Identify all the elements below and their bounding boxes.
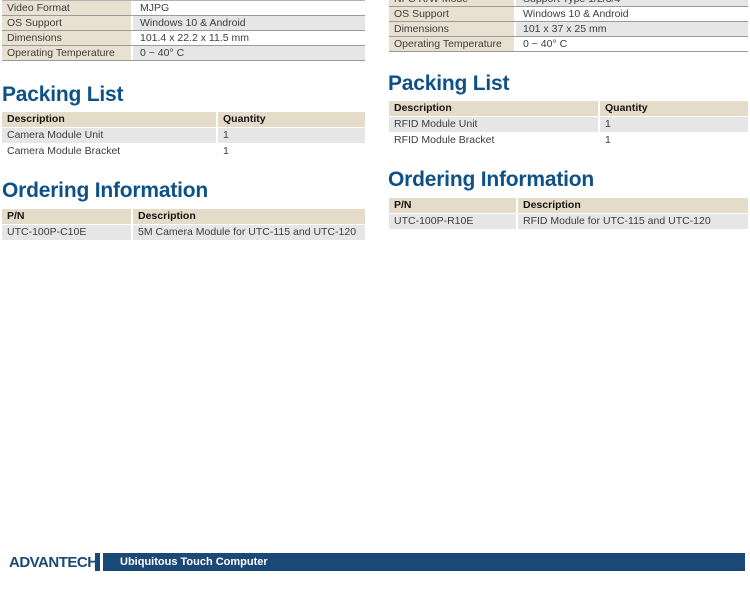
table-row: Camera Module Bracket 1 (2, 144, 365, 159)
cell-quantity: 1 (598, 117, 748, 132)
section-title-packing-list-right: Packing List (388, 72, 510, 95)
ordering-information-table-left: P/N Description UTC-100P-C10E 5M Camera … (2, 209, 365, 241)
table-row: RFID Module Bracket 1 (389, 133, 748, 148)
table-row: Camera Module Unit 1 (2, 128, 365, 143)
cell-description: Camera Module Bracket (7, 145, 121, 157)
column-header-description: Description (516, 198, 748, 213)
cell-description: RFID Module for UTC-115 and UTC-120 (516, 214, 748, 229)
spec-label: Dimensions (2, 31, 131, 45)
spec-row: Video Format MJPG (2, 1, 365, 16)
spec-label: OS Support (389, 7, 514, 21)
table-header-row: Description Quantity (389, 101, 748, 116)
spec-row: Operating Temperature 0 ~ 40° C (2, 46, 365, 61)
column-header-quantity: Quantity (216, 112, 365, 127)
table-header-row: Description Quantity (2, 112, 365, 127)
ordering-information-table-right: P/N Description UTC-100P-R10E RFID Modul… (389, 198, 748, 230)
spec-table-camera-module: Video Format MJPG OS Support Windows 10 … (2, 0, 365, 61)
spec-label: Operating Temperature (389, 37, 514, 51)
column-header-description: Description (394, 102, 452, 114)
spec-row: Dimensions 101 x 37 x 25 mm (389, 22, 748, 37)
cell-quantity: 1 (216, 144, 365, 159)
column-header-description: Description (131, 209, 365, 224)
cell-pn: UTC-100P-R10E (394, 215, 474, 227)
cell-quantity: 1 (216, 128, 365, 143)
section-title-packing-list-left: Packing List (2, 83, 124, 106)
footer-divider (95, 553, 100, 571)
spec-label: NFC R/W Mode (389, 0, 514, 6)
spec-row: OS Support Windows 10 & Android (2, 16, 365, 31)
spec-value: 0 ~ 40° C (514, 37, 748, 51)
footer-tagline: Ubiquitous Touch Computer (120, 556, 268, 568)
column-header-pn: P/N (394, 199, 412, 211)
table-header-row: P/N Description (389, 198, 748, 213)
cell-description: RFID Module Bracket (394, 134, 495, 146)
spec-row: Dimensions 101.4 x 22.2 x 11.5 mm (2, 31, 365, 46)
cell-pn: UTC-100P-C10E (7, 226, 87, 238)
spec-value: 101.4 x 22.2 x 11.5 mm (131, 31, 365, 45)
column-header-pn: P/N (7, 210, 25, 222)
packing-list-table-left: Description Quantity Camera Module Unit … (2, 112, 365, 160)
spec-label: OS Support (2, 16, 131, 30)
spec-value: Support Type 1/2/3/4 (514, 0, 748, 6)
cell-description: Camera Module Unit (7, 129, 104, 141)
spec-label: Video Format (2, 1, 131, 15)
spec-table-rfid-module: NFC R/W Mode Support Type 1/2/3/4 OS Sup… (389, 0, 748, 52)
table-header-row: P/N Description (2, 209, 365, 224)
section-title-ordering-information-right: Ordering Information (388, 168, 595, 191)
spec-row: NFC R/W Mode Support Type 1/2/3/4 (389, 0, 748, 7)
advantech-logo: ADVANTECH (9, 554, 98, 571)
column-header-quantity: Quantity (598, 101, 748, 116)
spec-value: 0 ~ 40° C (131, 46, 365, 60)
table-row: UTC-100P-C10E 5M Camera Module for UTC-1… (2, 225, 365, 240)
cell-quantity: 1 (598, 133, 748, 148)
table-row: UTC-100P-R10E RFID Module for UTC-115 an… (389, 214, 748, 229)
spec-table-rfid-module-clip: NFC R/W Mode Support Type 1/2/3/4 OS Sup… (389, 0, 748, 53)
footer-tagline-bar: Ubiquitous Touch Computer (103, 553, 745, 571)
spec-value: 101 x 37 x 25 mm (514, 22, 748, 36)
table-row: RFID Module Unit 1 (389, 117, 748, 132)
packing-list-table-right: Description Quantity RFID Module Unit 1 … (389, 101, 748, 149)
spec-value: Windows 10 & Android (131, 16, 365, 30)
spec-label: Operating Temperature (2, 46, 131, 60)
spec-value: Windows 10 & Android (514, 7, 748, 21)
cell-description: 5M Camera Module for UTC-115 and UTC-120 (131, 225, 365, 240)
spec-row: OS Support Windows 10 & Android (389, 7, 748, 22)
spec-value: MJPG (131, 1, 365, 15)
spec-label: Dimensions (389, 22, 514, 36)
spec-row: Operating Temperature 0 ~ 40° C (389, 37, 748, 52)
section-title-ordering-information-left: Ordering Information (2, 179, 209, 202)
cell-description: RFID Module Unit (394, 118, 478, 130)
column-header-description: Description (7, 113, 65, 125)
